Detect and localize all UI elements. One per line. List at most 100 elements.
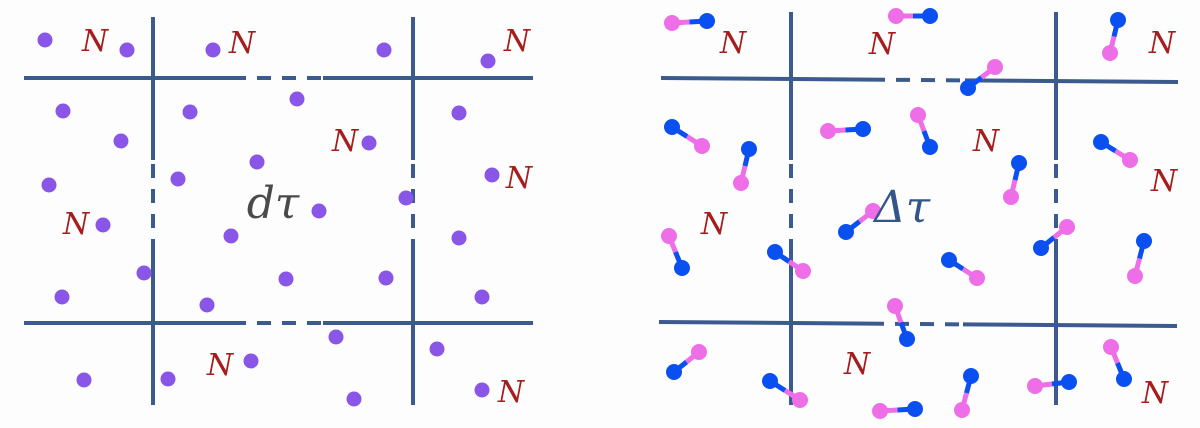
pink-atom [969, 270, 985, 286]
pink-atom [954, 402, 970, 418]
atom [37, 32, 53, 48]
pink-atom [691, 344, 707, 360]
atom [398, 190, 414, 206]
atom [119, 42, 135, 58]
pink-atom [865, 203, 881, 219]
cell-count-label: N [81, 24, 110, 59]
atom [170, 171, 186, 187]
molecule [872, 401, 923, 419]
blue-atom [941, 252, 957, 268]
molecule [1027, 374, 1077, 394]
cell-count-label: N [228, 26, 257, 61]
atom [205, 42, 221, 58]
blue-atom [1061, 374, 1077, 390]
atom [451, 105, 467, 121]
molecule [762, 373, 808, 408]
blue-atom [666, 364, 682, 380]
molecule [954, 368, 979, 418]
pink-atom [733, 175, 749, 191]
atom [160, 371, 176, 387]
molecule [661, 228, 690, 276]
blue-atom [767, 244, 783, 260]
pink-atom [795, 263, 811, 279]
atom [451, 230, 467, 246]
grid-line [962, 322, 1178, 328]
dashed-boundary [870, 77, 966, 83]
pink-atom [1122, 152, 1138, 168]
atom [289, 91, 305, 107]
blue-atom [1136, 233, 1152, 249]
molecule [820, 121, 871, 139]
molecule [941, 252, 985, 286]
pink-atom [1102, 45, 1118, 61]
pink-atom [872, 403, 888, 419]
cell-count-label: N [843, 347, 872, 382]
blue-atom [1011, 155, 1027, 171]
cell-count-label: N [503, 24, 532, 59]
blue-atom [922, 139, 938, 155]
blue-atom [838, 224, 854, 240]
blue-atom [762, 373, 778, 389]
molecule [960, 59, 1003, 96]
atom [474, 382, 490, 398]
molecule [666, 344, 707, 380]
atom [55, 103, 71, 119]
blue-atom [907, 401, 923, 417]
atom [376, 42, 392, 58]
grid-line [964, 78, 1179, 84]
molecule [767, 244, 811, 279]
molecule [910, 107, 938, 155]
pink-atom [1003, 189, 1019, 205]
grid-line [660, 76, 872, 82]
cell-count-label: N [331, 124, 360, 159]
cell-count-label: N [1150, 164, 1179, 199]
atom [328, 329, 344, 345]
cell-count-label: N [62, 207, 91, 242]
left-center-label: dτ [247, 178, 300, 229]
molecule [887, 298, 915, 347]
pink-atom [1127, 268, 1143, 284]
dashed-boundary [869, 321, 964, 327]
molecule [1127, 233, 1152, 284]
blue-atom [1116, 371, 1132, 387]
atom [378, 270, 394, 286]
atom [113, 133, 129, 149]
cell-count-label: N [206, 348, 235, 383]
blue-atom [899, 331, 915, 347]
pink-atom [661, 228, 677, 244]
atom [474, 289, 490, 305]
atom [278, 271, 294, 287]
blue-atom [699, 13, 715, 29]
molecule [1003, 155, 1027, 205]
blue-atom [963, 368, 979, 384]
atom [249, 154, 265, 170]
pink-atom [820, 123, 836, 139]
atom [429, 341, 445, 357]
blue-atom [664, 119, 680, 135]
atom [311, 203, 327, 219]
pink-atom [1027, 378, 1043, 394]
right-panel: N N N N N N N N [658, 8, 1179, 419]
pink-atom [887, 298, 903, 314]
pink-atom [1059, 219, 1075, 235]
cell-count-label: N [505, 161, 534, 196]
blue-atom [1110, 12, 1126, 28]
blue-atom [922, 8, 938, 24]
left-panel: N N N N N N N N [24, 17, 534, 410]
atom [95, 217, 111, 233]
pink-atom [1103, 339, 1119, 355]
molecule [1093, 134, 1138, 168]
pink-atom [910, 107, 926, 123]
blue-atom [674, 260, 690, 276]
blue-atom [1033, 240, 1049, 256]
cell-count-label: N [700, 207, 729, 242]
atom [136, 265, 152, 281]
molecule [1033, 219, 1075, 256]
atom [199, 297, 215, 313]
atom [346, 391, 362, 407]
cell-count-label: N [1148, 26, 1177, 61]
pink-atom [664, 15, 680, 31]
cell-count-label: N [868, 27, 897, 62]
